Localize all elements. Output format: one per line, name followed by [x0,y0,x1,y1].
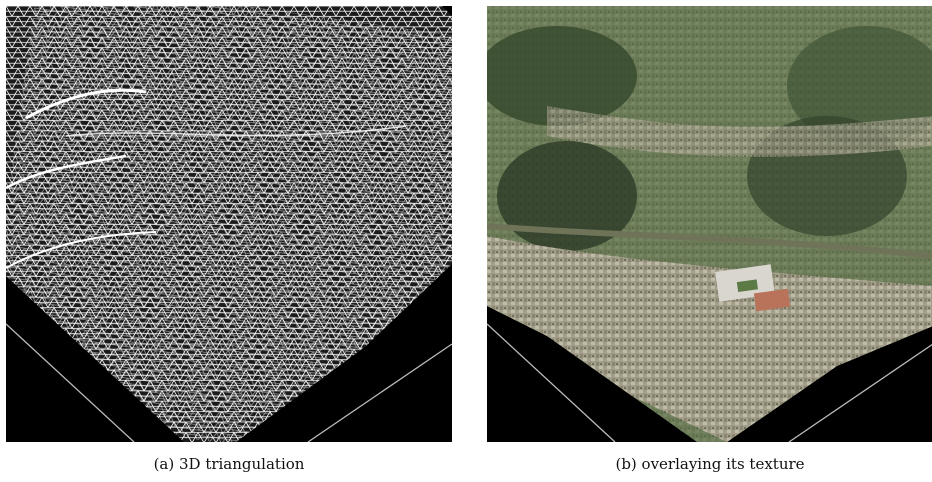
triangulated-mesh-image [6,6,452,442]
ground-line-left [6,323,135,442]
panel-3d-triangulation [6,6,452,442]
textured-terrain-image [487,6,932,442]
panel-textured-terrain [487,6,932,442]
ground-line-right [788,343,932,442]
wireframe-surface [6,6,452,442]
caption-a: (a) 3D triangulation [153,455,305,473]
ground-line-right [307,343,452,442]
caption-b: (b) overlaying its texture [615,455,805,473]
ground-line-left [487,323,616,442]
